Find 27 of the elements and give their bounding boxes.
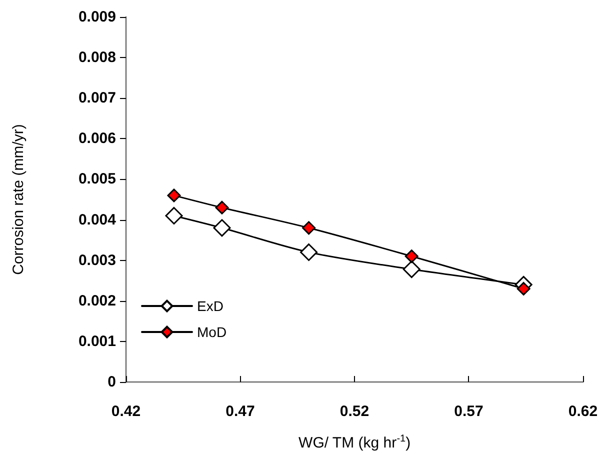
point bbox=[213, 219, 231, 237]
y-tick-label: 0.006 bbox=[78, 130, 116, 148]
point bbox=[302, 221, 316, 235]
x-tick-label: 0.52 bbox=[340, 403, 370, 420]
point bbox=[165, 206, 183, 224]
x-tick-label: 0.47 bbox=[226, 403, 255, 420]
point bbox=[404, 250, 418, 264]
x-tick-label: 0.57 bbox=[454, 403, 484, 420]
y-tick-label: 0.004 bbox=[78, 211, 117, 228]
point bbox=[215, 200, 229, 214]
point bbox=[300, 243, 318, 261]
legend-label: ExD bbox=[197, 298, 224, 314]
y-tick-label: 0.009 bbox=[78, 8, 116, 26]
y-axis-title: Corrosion rate (mm/yr) bbox=[10, 124, 27, 275]
y-tick-label: 0.003 bbox=[78, 252, 116, 269]
y-tick-label: 0.005 bbox=[78, 170, 116, 188]
y-tick-label: 0 bbox=[108, 374, 116, 390]
legend-label: MoD bbox=[197, 324, 227, 340]
y-tick-label: 0.007 bbox=[78, 90, 116, 107]
point bbox=[167, 188, 181, 202]
x-tick-label: 0.62 bbox=[568, 403, 598, 420]
y-tick-label: 0.002 bbox=[78, 292, 116, 310]
y-tick-label: 0.001 bbox=[78, 332, 116, 350]
point bbox=[516, 282, 530, 296]
x-tick-label: 0.42 bbox=[111, 403, 141, 420]
y-tick-label: 0.008 bbox=[78, 49, 116, 66]
point bbox=[402, 260, 420, 278]
